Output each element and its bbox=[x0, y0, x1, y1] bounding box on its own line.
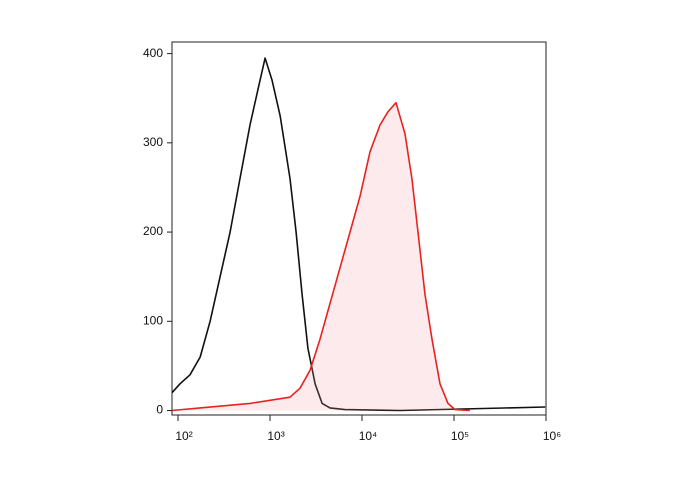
area-fill bbox=[172, 102, 470, 411]
histogram-line bbox=[171, 101, 470, 412]
x-tick-label: 10² bbox=[175, 429, 192, 443]
x-tick-label: 10⁴ bbox=[359, 429, 378, 443]
y-tick-label: 400 bbox=[143, 46, 163, 60]
histogram-line bbox=[171, 57, 546, 412]
y-tick-label: 200 bbox=[143, 224, 163, 238]
x-tick-label: 10⁵ bbox=[451, 429, 469, 443]
x-tick-label: 10⁶ bbox=[543, 429, 561, 443]
y-tick-label: 0 bbox=[156, 403, 163, 417]
y-tick-label: 300 bbox=[143, 135, 163, 149]
plot-frame bbox=[171, 41, 547, 416]
y-tick-label: 100 bbox=[143, 313, 163, 327]
x-tick-label: 10³ bbox=[267, 429, 284, 443]
